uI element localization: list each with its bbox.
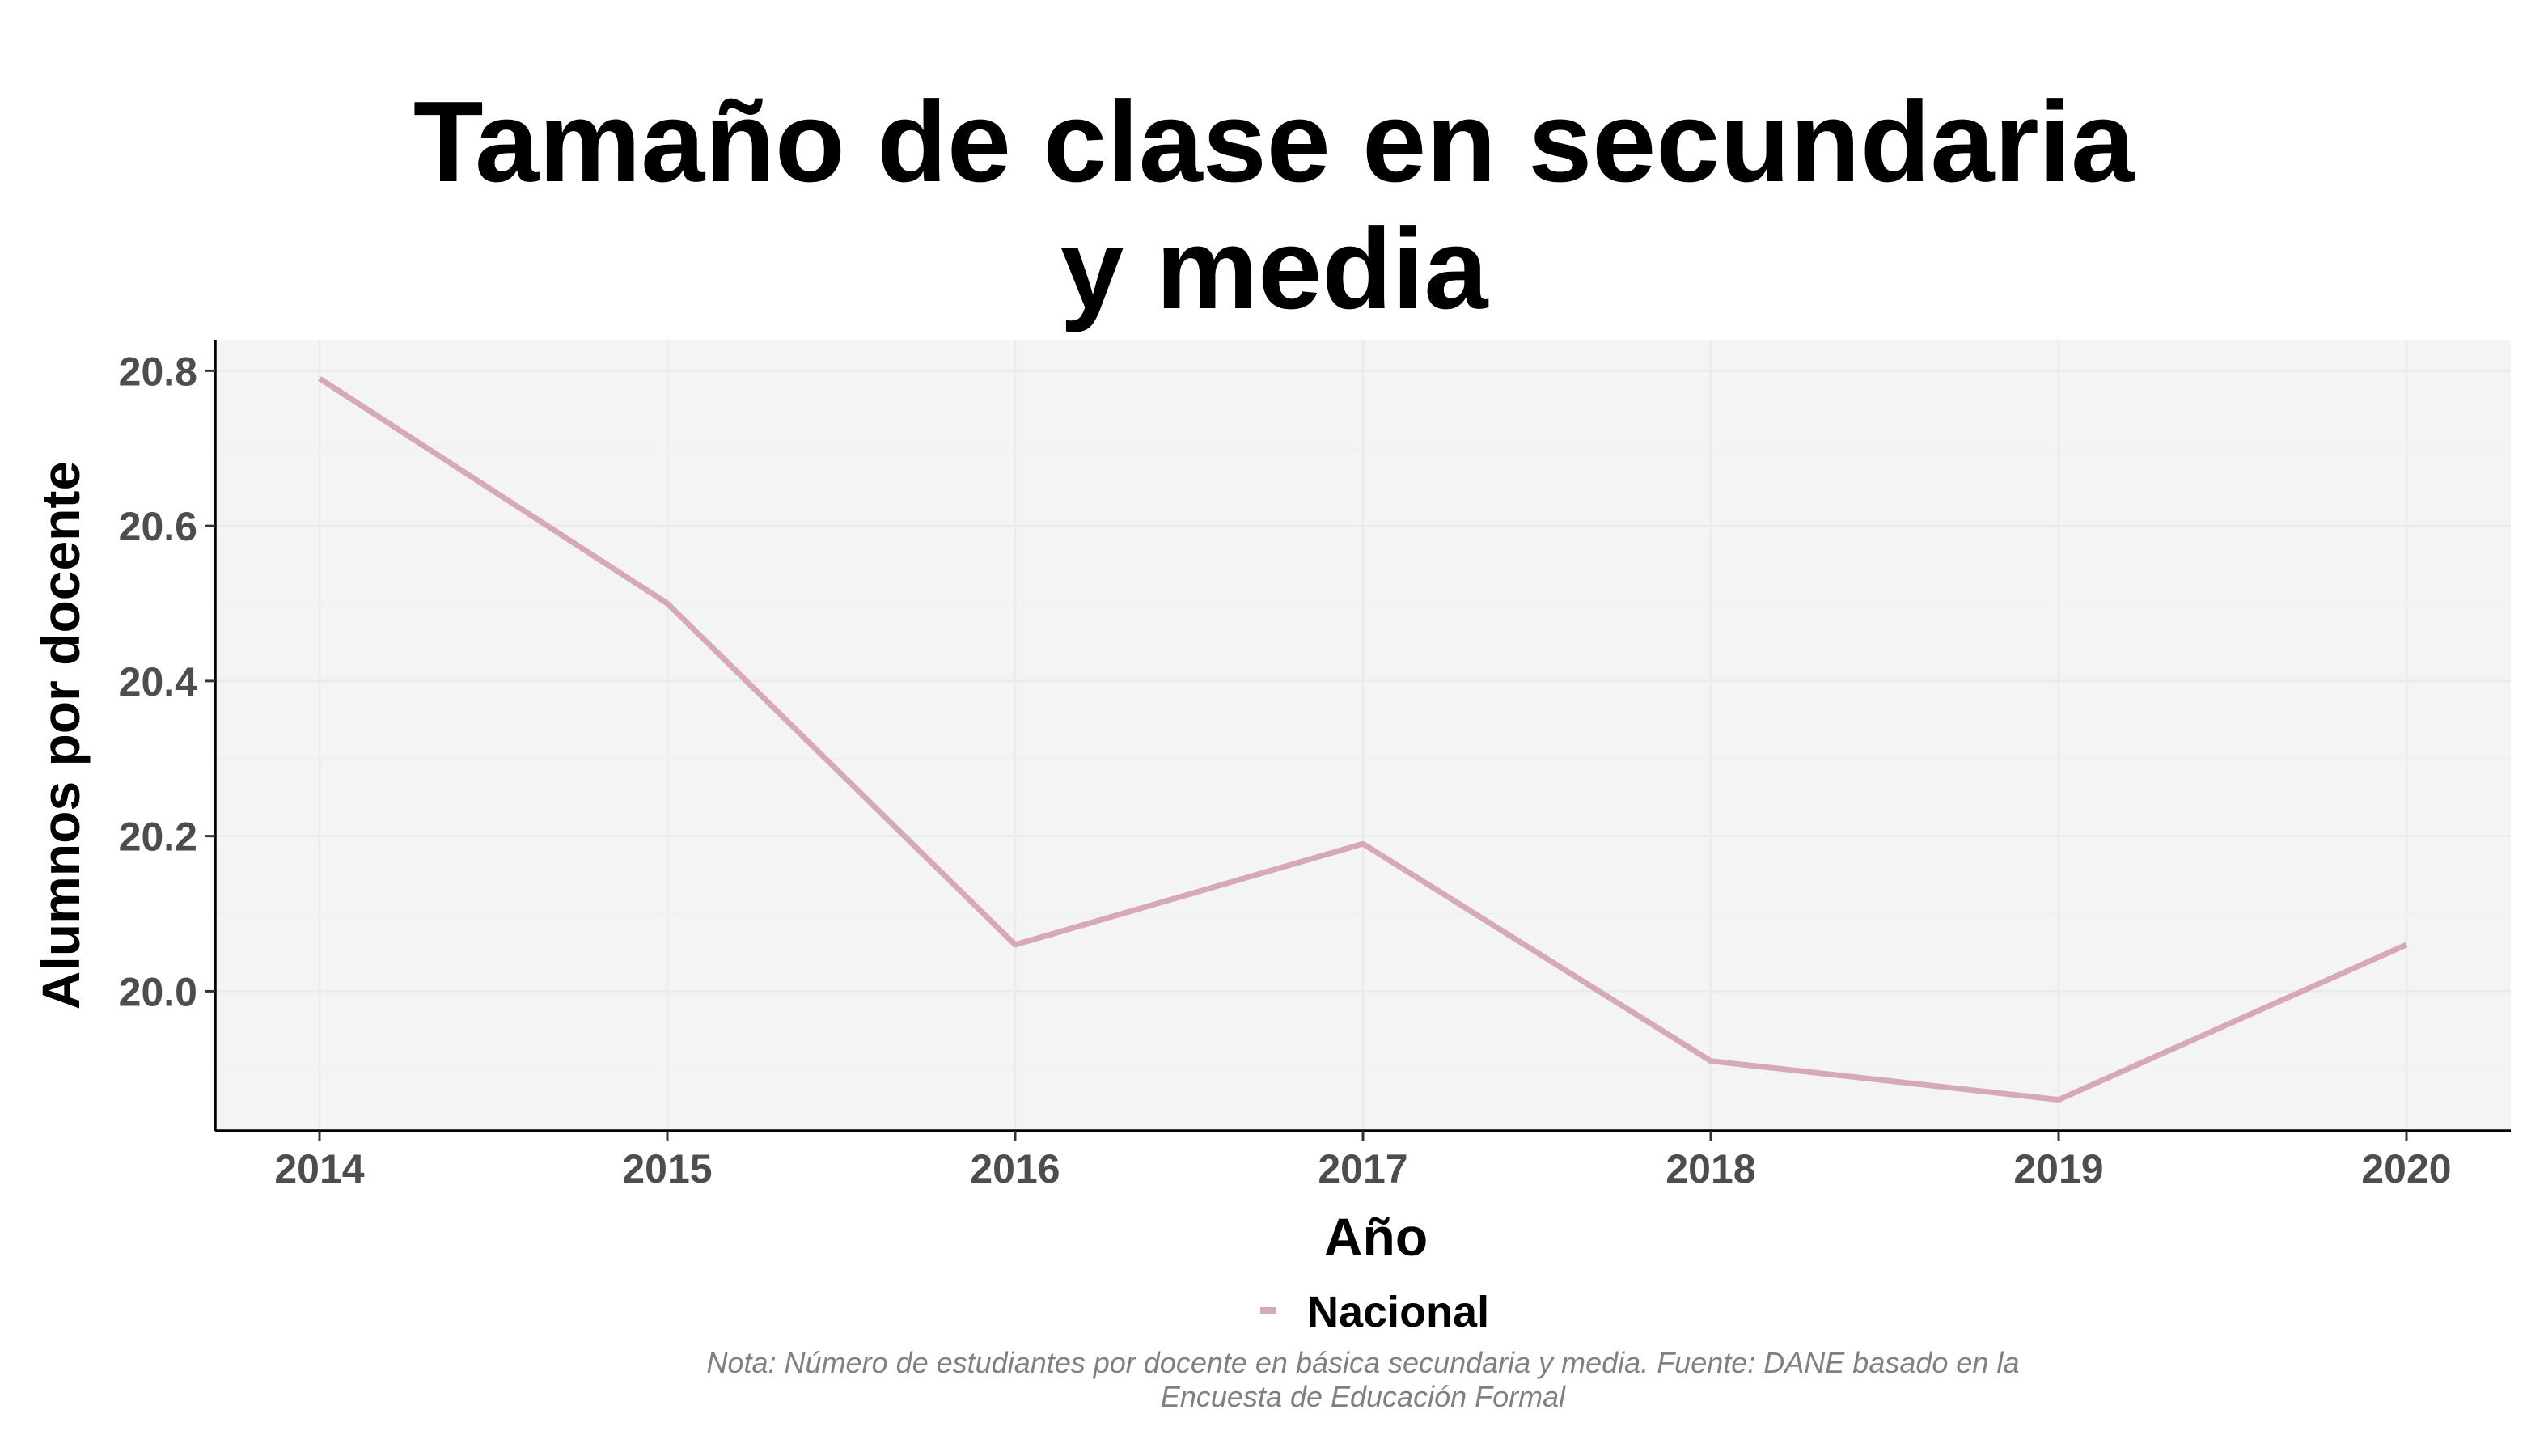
y-tick-label: 20.6 [119,504,197,549]
chart-title-line-2: y media [1060,205,1488,333]
caption-line-1: Nota: Número de estudiantes por docente … [706,1346,2020,1379]
chart-title-line-1: Tamaño de clase en secundaria [413,78,2135,206]
x-tick-label: 2015 [622,1146,712,1191]
y-tick-label: 20.2 [119,815,197,860]
legend-label-nacional: Nacional [1307,1288,1489,1336]
x-axis-ticks: 2014 2015 2016 2017 2018 2019 2020 [274,1131,2452,1191]
y-tick-label: 20.0 [119,969,197,1014]
major-gridlines [215,340,2511,1131]
x-tick-label: 2014 [274,1146,364,1191]
x-tick-label: 2018 [1666,1146,1755,1191]
minor-gridlines [215,447,2511,1070]
y-tick-label: 20.8 [119,349,197,394]
x-tick-label: 2017 [1318,1146,1407,1191]
x-tick-label: 2019 [2013,1146,2103,1191]
y-axis-ticks: 20.0 20.2 20.4 20.6 20.8 [119,349,215,1014]
y-tick-label: 20.4 [119,659,198,705]
series-layer [318,375,2408,1103]
x-axis-title: Año [1324,1207,1428,1267]
x-tick-label: 2016 [970,1146,1060,1191]
legend: Nacional [1260,1288,1489,1336]
y-axis-title: Alumnos por docente [31,461,91,1009]
x-tick-label: 2020 [2361,1146,2451,1191]
caption-line-2: Encuesta de Educación Formal [1160,1380,1566,1413]
